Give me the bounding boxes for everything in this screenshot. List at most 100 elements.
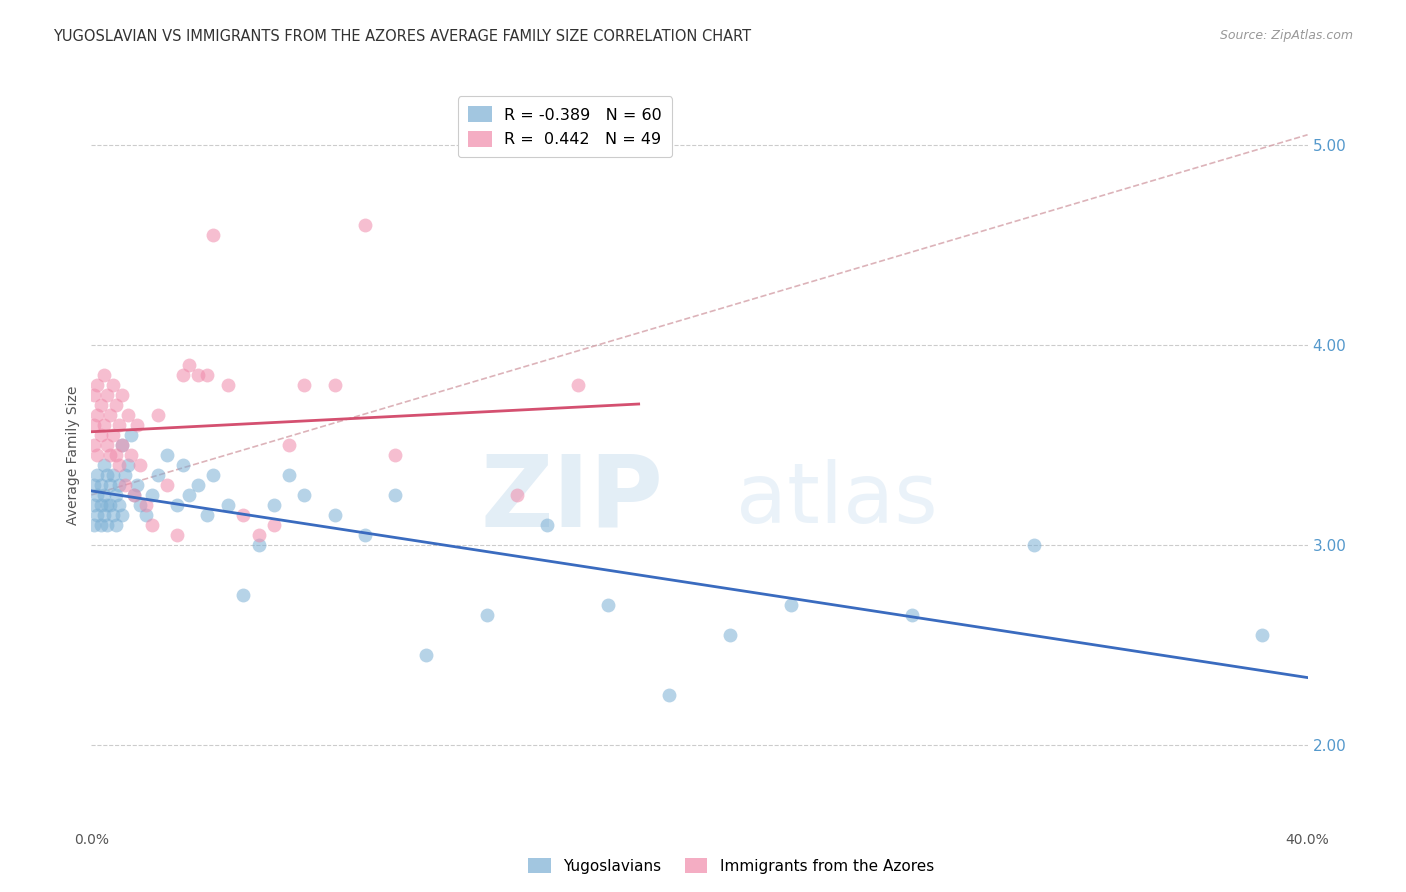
Point (98, 408, 121, 422)
Point (567, 377, 589, 392)
Point (86, 408, 108, 422)
Point (86, 508, 108, 522)
Point (104, 398, 127, 412)
Point (177, 358, 200, 372)
Point (177, 488, 200, 502)
Legend: Yugoslavians, Immigrants from the Azores: Yugoslavians, Immigrants from the Azores (522, 852, 941, 880)
Point (86, 377, 108, 392)
Point (89, 498, 111, 512)
Point (415, 648, 437, 662)
Point (506, 488, 529, 502)
Point (114, 478, 136, 492)
Point (292, 488, 315, 502)
Point (384, 488, 406, 502)
Point (187, 368, 209, 382)
Point (141, 488, 163, 502)
Point (96, 518, 118, 533)
Text: Source: ZipAtlas.com: Source: ZipAtlas.com (1219, 29, 1353, 42)
Point (111, 508, 134, 522)
Point (217, 498, 239, 512)
Point (475, 607, 498, 622)
Point (107, 478, 129, 492)
Point (86, 467, 108, 482)
Point (247, 528, 270, 542)
Point (98, 448, 121, 462)
Point (96, 467, 118, 482)
Point (129, 498, 152, 512)
Point (98, 498, 121, 512)
Point (120, 428, 142, 442)
Point (135, 498, 157, 512)
Point (292, 377, 315, 392)
Point (98, 478, 121, 492)
Text: YUGOSLAVIAN VS IMMIGRANTS FROM THE AZORES AVERAGE FAMILY SIZE CORRELATION CHART: YUGOSLAVIAN VS IMMIGRANTS FROM THE AZORE… (53, 29, 752, 44)
Point (156, 448, 179, 462)
Point (172, 458, 194, 472)
Point (536, 518, 558, 533)
Y-axis label: Average Family Size: Average Family Size (66, 385, 80, 524)
Point (117, 408, 139, 422)
Text: ZIP: ZIP (479, 450, 664, 548)
Point (232, 508, 254, 522)
Point (114, 467, 136, 482)
Point (111, 438, 134, 452)
Point (658, 688, 681, 702)
Point (148, 408, 170, 422)
Point (202, 467, 225, 482)
Point (89, 398, 111, 412)
Point (107, 458, 129, 472)
Point (125, 417, 148, 432)
Point (111, 388, 134, 402)
Point (83, 478, 105, 492)
Point (217, 377, 239, 392)
Point (96, 498, 118, 512)
Point (166, 528, 188, 542)
Point (104, 488, 127, 502)
Point (354, 218, 377, 232)
Point (101, 508, 124, 522)
Text: atlas: atlas (735, 458, 938, 540)
Point (83, 438, 105, 452)
Point (86, 448, 108, 462)
Point (93, 417, 115, 432)
Point (278, 467, 301, 482)
Point (96, 438, 118, 452)
Point (187, 478, 209, 492)
Point (83, 498, 105, 512)
Point (263, 518, 285, 533)
Point (598, 598, 620, 612)
Point (195, 368, 218, 382)
Point (107, 498, 129, 512)
Point (278, 438, 301, 452)
Point (141, 518, 163, 533)
Point (83, 518, 105, 533)
Point (718, 628, 741, 642)
Point (104, 518, 127, 533)
Point (1022, 538, 1045, 552)
Point (101, 467, 124, 482)
Point (93, 458, 115, 472)
Point (129, 458, 152, 472)
Point (901, 607, 924, 622)
Point (779, 598, 801, 612)
Point (135, 508, 157, 522)
Point (323, 508, 346, 522)
Point (83, 388, 105, 402)
Point (101, 428, 124, 442)
Point (117, 458, 139, 472)
Point (101, 377, 124, 392)
Point (125, 478, 148, 492)
Point (107, 417, 129, 432)
Point (247, 538, 270, 552)
Point (232, 588, 254, 602)
Point (122, 488, 145, 502)
Point (148, 467, 170, 482)
Point (93, 368, 115, 382)
Point (96, 388, 118, 402)
Point (1251, 628, 1274, 642)
Point (93, 488, 115, 502)
Point (166, 498, 188, 512)
Point (89, 478, 111, 492)
Point (86, 488, 108, 502)
Point (323, 377, 346, 392)
